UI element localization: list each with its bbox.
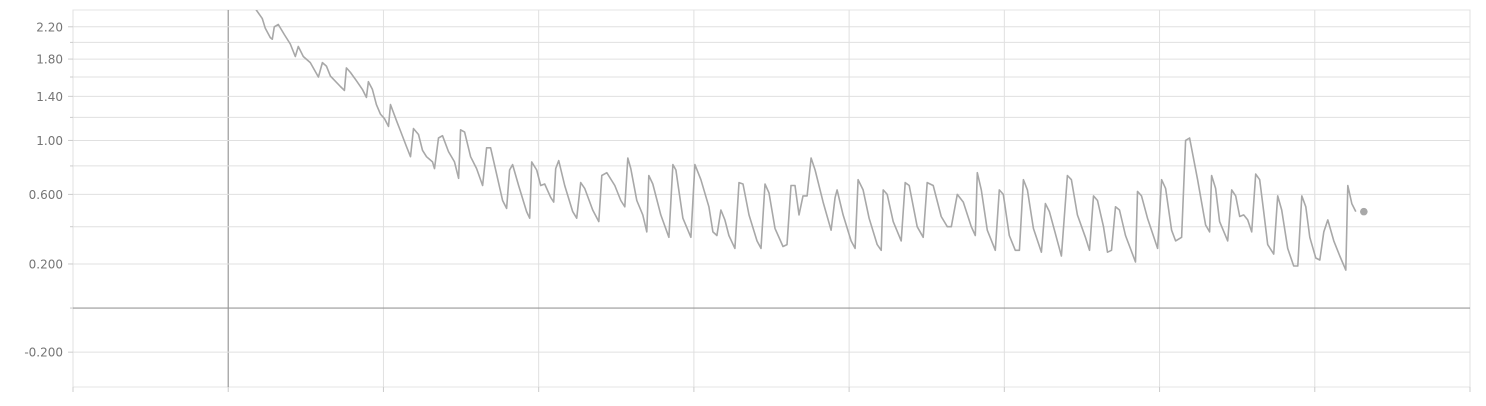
plot-frame — [72, 9, 1471, 388]
series — [255, 10, 1368, 271]
y-tick-label: 2.20 — [36, 20, 63, 34]
y-tick-label: -0.200 — [24, 346, 63, 360]
y-tick-label: 0.600 — [29, 188, 63, 202]
y-tick-label: 1.00 — [36, 134, 63, 148]
y-tick-label: 1.40 — [36, 90, 63, 104]
y-tick-label: 0.200 — [29, 257, 63, 271]
end-point — [1360, 207, 1368, 216]
y-tick-label: 1.80 — [36, 53, 63, 67]
series-line — [255, 10, 1357, 271]
